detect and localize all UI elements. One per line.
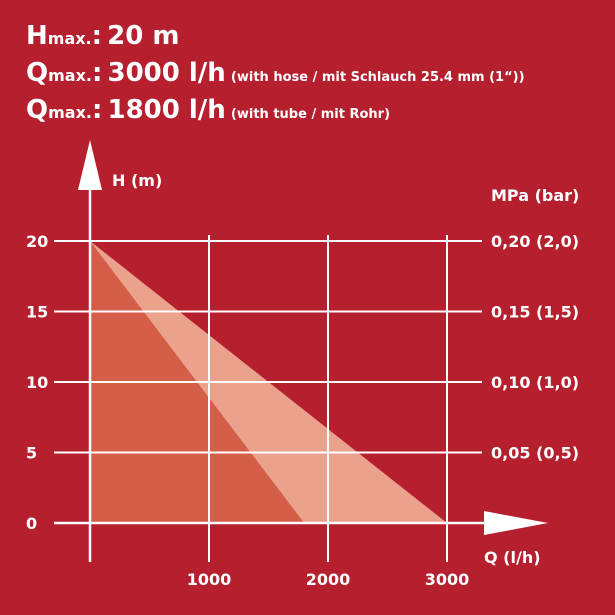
spec-note: (with tube / mit Rohr) <box>230 107 391 122</box>
spec-symbol: H <box>26 21 48 51</box>
y2-tick-label: 0,05 (0,5) <box>491 444 579 463</box>
spec-subscript: max. <box>47 29 92 48</box>
y-tick-label: 15 <box>26 303 48 322</box>
spec-symbol: Q <box>26 58 49 88</box>
spec-header: Hmax.: 20 m Qmax.: 3000 l/h (with hose /… <box>26 18 525 129</box>
y-tick-label: 5 <box>26 444 37 463</box>
x-axis-title: Q (l/h) <box>484 548 541 567</box>
x-tick-label: 1000 <box>187 570 232 589</box>
x-tick-label: 3000 <box>425 570 470 589</box>
spec-hmax: Hmax.: 20 m <box>26 18 525 55</box>
spec-value: 3000 l/h <box>107 58 226 88</box>
y-tick-label: 20 <box>26 232 48 251</box>
axes <box>54 140 548 562</box>
spec-symbol: Q <box>26 95 49 125</box>
spec-note: (with hose / mit Schlauch 25.4 mm (1“)) <box>230 70 525 85</box>
spec-qmax-hose: Qmax.: 3000 l/h (with hose / mit Schlauc… <box>26 55 525 92</box>
y-tick-label: 0 <box>26 514 37 533</box>
spec-separator: : <box>91 58 103 88</box>
x-tick-label: 2000 <box>306 570 351 589</box>
grid-lines <box>54 235 482 562</box>
y-axis-title: H (m) <box>112 171 162 190</box>
y-axis-arrow <box>78 140 102 190</box>
y2-tick-label: 0,10 (1,0) <box>491 373 579 392</box>
spec-separator: : <box>91 21 103 51</box>
spec-subscript: max. <box>48 66 92 85</box>
spec-qmax-tube: Qmax.: 1800 l/h (with tube / mit Rohr) <box>26 92 525 129</box>
spec-value: 1800 l/h <box>107 95 226 125</box>
y2-axis-title: MPa (bar) <box>491 186 579 205</box>
spec-value: 20 m <box>107 21 180 51</box>
y-tick-label: 10 <box>26 373 48 392</box>
spec-subscript: max. <box>48 103 92 122</box>
tick-labels: 0 5 10 15 20 0,05 (0,5) 0,10 (1,0) 0,15 (1,5) 0,… <box>26 171 579 589</box>
spec-separator: : <box>91 95 103 125</box>
y2-tick-label: 0,15 (1,5) <box>491 303 579 322</box>
x-axis-arrow <box>484 511 548 535</box>
y2-tick-label: 0,20 (2,0) <box>491 232 579 251</box>
